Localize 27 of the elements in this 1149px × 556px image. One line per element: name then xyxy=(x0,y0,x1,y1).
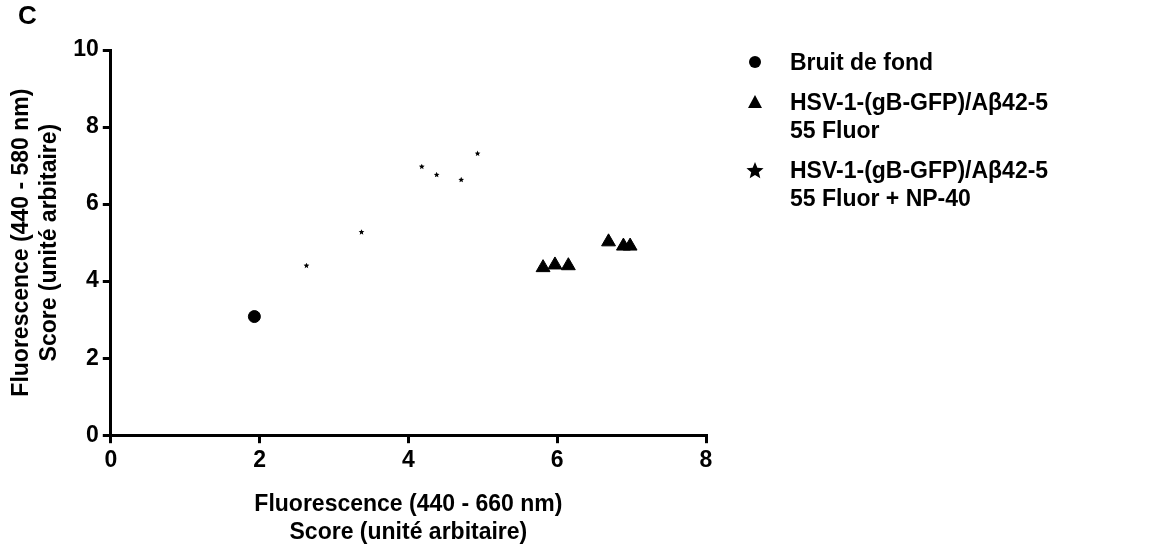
point xyxy=(358,229,365,235)
point xyxy=(622,237,638,251)
point xyxy=(535,259,551,273)
x-axis-title: Fluorescence (440 - 660 nm) Score (unité arbitaire) xyxy=(254,489,563,544)
point xyxy=(433,171,440,178)
y-axis-title: Fluorescence (440 - 580 nm) Score (unité arbitaire) xyxy=(7,88,61,397)
point xyxy=(303,262,310,269)
point xyxy=(418,163,425,170)
legend-label: HSV-1-(gB-GFP)/Aβ42-5 55 Fluor + NP-40 xyxy=(790,156,1049,212)
x-tick-label: 0 xyxy=(104,446,118,473)
x-tick-label: 4 xyxy=(401,446,415,473)
x-tick-label: 2 xyxy=(253,446,266,473)
y-tick-label: 0 xyxy=(85,420,99,447)
y-tick-label: 6 xyxy=(85,189,99,216)
legend-label: Bruit de fond xyxy=(790,48,934,76)
point xyxy=(547,256,563,270)
legend-label: HSV-1-(gB-GFP)/Aβ42-5 55 Fluor xyxy=(790,88,1049,144)
text: C xyxy=(18,0,37,31)
point xyxy=(560,257,576,271)
x-tick-label: 6 xyxy=(550,446,564,473)
y-tick-label: 2 xyxy=(85,343,99,370)
y-tick-label: 4 xyxy=(85,266,99,293)
y-tick-label: 10 xyxy=(73,35,99,62)
point xyxy=(458,176,465,183)
point xyxy=(601,233,616,247)
x-tick-label: 8 xyxy=(699,446,713,473)
y-tick-label: 8 xyxy=(85,112,99,139)
